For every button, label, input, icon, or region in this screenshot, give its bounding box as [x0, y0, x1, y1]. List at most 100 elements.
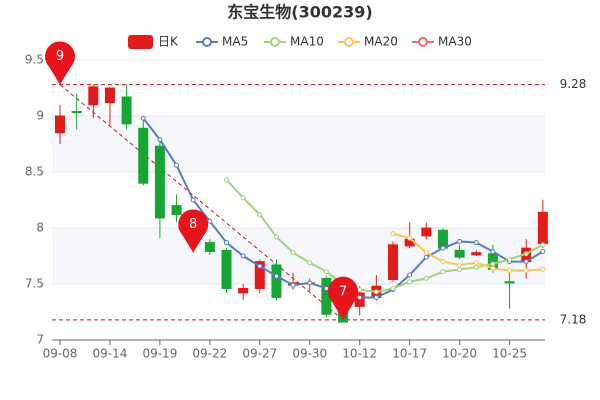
- ma-point: [273, 234, 279, 240]
- x-tick-label: 09-30: [292, 347, 327, 361]
- y-tick-label: 8.5: [25, 165, 44, 179]
- ma-point: [307, 260, 313, 266]
- pin: [178, 209, 209, 253]
- chart-title: 东宝生物(300239): [227, 3, 372, 22]
- ma-point: [540, 249, 546, 255]
- ma-point: [390, 285, 396, 291]
- x-tick-label: 10-20: [442, 347, 477, 361]
- x-tick-label: 09-19: [142, 347, 177, 361]
- candle-body: [271, 264, 282, 298]
- candle-body: [388, 244, 398, 281]
- ma-point: [523, 251, 529, 257]
- pin-label: 8: [189, 217, 197, 232]
- ma-point: [273, 273, 279, 279]
- ma-point: [540, 242, 546, 248]
- ma-point: [490, 249, 496, 255]
- ma-line: [225, 179, 544, 293]
- candle-body: [471, 252, 482, 256]
- candle-body: [504, 281, 515, 284]
- ma-point: [423, 250, 429, 256]
- ma-point: [490, 265, 496, 271]
- legend-swatch: [270, 37, 280, 47]
- ma-point: [207, 218, 213, 224]
- pin: [328, 276, 359, 320]
- ma-point: [473, 240, 479, 246]
- candle-body: [138, 127, 149, 184]
- reference-label: 7.18: [560, 312, 587, 326]
- y-tick-label: 8: [36, 221, 44, 235]
- ma-point: [323, 269, 329, 275]
- ma-point: [224, 177, 229, 183]
- x-tick-label: 10-25: [492, 347, 527, 361]
- ma-line: [392, 232, 543, 272]
- y-tick-label: 7: [36, 333, 44, 347]
- legend-swatch: [202, 37, 212, 47]
- ma-point: [457, 266, 463, 272]
- ma-point: [190, 197, 196, 203]
- ma-point: [357, 294, 363, 300]
- candle-body: [204, 242, 215, 253]
- pin-label: 9: [56, 49, 64, 64]
- reference-label: 9.28: [560, 77, 587, 91]
- candle-body: [104, 87, 115, 104]
- candle-body: [154, 145, 165, 219]
- ma-point: [257, 212, 263, 218]
- y-tick-label: 9.5: [25, 53, 44, 67]
- ma-point: [407, 272, 413, 278]
- candle-body: [71, 111, 82, 114]
- ma-point: [140, 115, 146, 121]
- y-tick-label: 7.5: [25, 277, 44, 291]
- ma-point: [224, 240, 229, 246]
- ma-point: [457, 262, 463, 268]
- ma-point: [307, 280, 313, 286]
- ma-point: [323, 285, 329, 291]
- legend-swatch: [418, 37, 428, 47]
- legend-label: MA10: [290, 35, 324, 49]
- pin: [45, 41, 75, 85]
- ma-point: [473, 260, 479, 266]
- candle-body: [121, 96, 132, 125]
- ma-point: [373, 289, 379, 295]
- ma-point: [490, 261, 496, 267]
- candle-body: [221, 249, 232, 289]
- candle-body: [537, 211, 548, 245]
- x-tick-label: 09-08: [43, 347, 78, 361]
- x-tick-label: 10-17: [392, 347, 427, 361]
- x-tick-label: 09-14: [93, 347, 128, 361]
- x-tick-label: 10-12: [342, 347, 377, 361]
- candle-body: [454, 249, 465, 258]
- ma-point: [290, 250, 296, 256]
- ma-point: [523, 259, 529, 265]
- legend-label: 日K: [158, 35, 179, 49]
- ma-point: [373, 294, 379, 300]
- ma-point: [457, 238, 463, 244]
- ma-point: [407, 235, 413, 241]
- legend-label: MA30: [438, 35, 472, 49]
- x-tick-label: 09-22: [192, 347, 227, 361]
- y-tick-label: 9: [36, 109, 44, 123]
- candle-body: [88, 86, 99, 106]
- candle-body: [55, 115, 65, 134]
- ma-point: [440, 269, 446, 275]
- ma-point: [473, 264, 479, 270]
- ma-point: [523, 268, 529, 274]
- ma-point: [507, 268, 513, 274]
- ma-point: [257, 263, 263, 269]
- ma-point: [440, 259, 446, 265]
- ma-point: [440, 245, 446, 251]
- candle-body: [238, 287, 249, 294]
- ma-point: [240, 195, 246, 201]
- ma-point: [174, 162, 180, 168]
- candle-body: [171, 205, 182, 216]
- ma-point: [540, 266, 546, 272]
- ma-point: [357, 287, 363, 293]
- trend-line: [59, 84, 344, 321]
- legend-swatch: [344, 37, 354, 47]
- candle-body: [421, 227, 432, 237]
- legend-swatch: [128, 35, 153, 49]
- ma-point: [423, 275, 429, 281]
- ma-point: [290, 282, 296, 288]
- grid-band: [52, 116, 545, 172]
- legend-label: MA5: [222, 35, 248, 49]
